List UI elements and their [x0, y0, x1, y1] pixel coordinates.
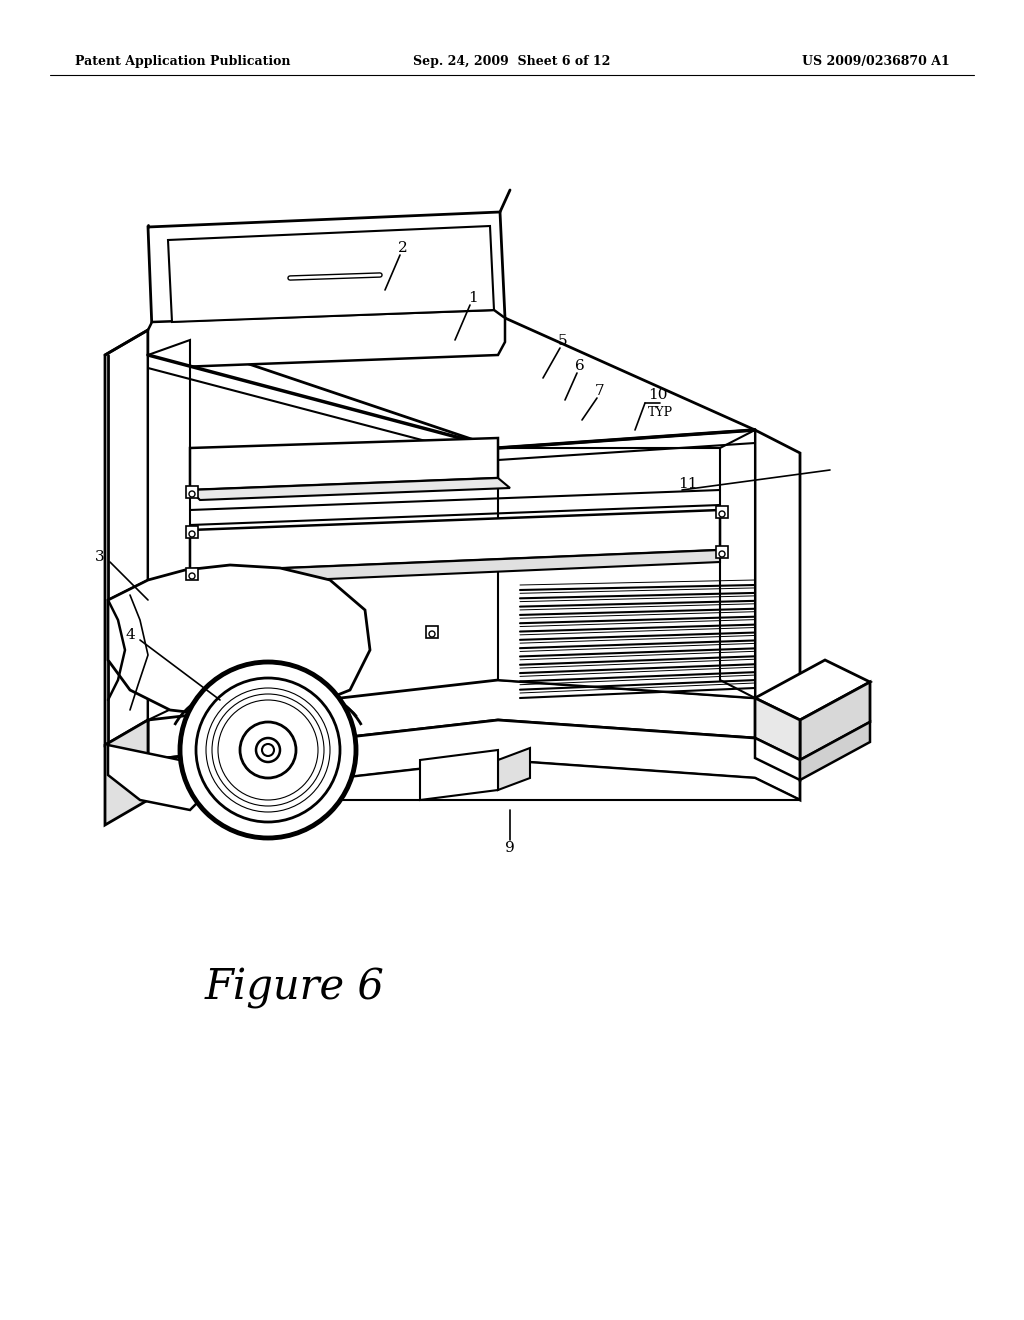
- Polygon shape: [148, 318, 755, 447]
- Polygon shape: [420, 750, 498, 800]
- Circle shape: [719, 511, 725, 517]
- Polygon shape: [755, 738, 800, 780]
- Circle shape: [429, 631, 435, 638]
- Text: Sep. 24, 2009  Sheet 6 of 12: Sep. 24, 2009 Sheet 6 of 12: [414, 55, 610, 69]
- Text: 10: 10: [648, 388, 668, 403]
- Polygon shape: [148, 341, 190, 719]
- Circle shape: [200, 682, 336, 818]
- Circle shape: [189, 491, 195, 498]
- Circle shape: [256, 738, 280, 762]
- Circle shape: [189, 531, 195, 537]
- Circle shape: [262, 744, 274, 756]
- Polygon shape: [148, 680, 800, 760]
- Polygon shape: [800, 682, 870, 760]
- Bar: [716, 546, 728, 558]
- Bar: [186, 525, 198, 539]
- Polygon shape: [148, 719, 800, 800]
- Circle shape: [180, 663, 356, 838]
- Polygon shape: [755, 698, 800, 760]
- Text: US 2009/0236870 A1: US 2009/0236870 A1: [802, 55, 950, 69]
- Polygon shape: [190, 438, 498, 490]
- Text: 5: 5: [558, 334, 568, 348]
- Polygon shape: [168, 226, 494, 322]
- Circle shape: [189, 573, 195, 579]
- Polygon shape: [148, 310, 505, 368]
- Text: 1: 1: [468, 290, 478, 305]
- Polygon shape: [108, 744, 210, 810]
- Text: TYP: TYP: [647, 405, 673, 418]
- Text: 11: 11: [678, 477, 697, 491]
- Polygon shape: [105, 330, 148, 744]
- Circle shape: [240, 722, 296, 777]
- Polygon shape: [755, 660, 870, 719]
- Text: Patent Application Publication: Patent Application Publication: [75, 55, 291, 69]
- Text: 2: 2: [398, 242, 408, 255]
- Polygon shape: [148, 213, 505, 330]
- Text: 7: 7: [595, 384, 605, 399]
- Text: 4: 4: [125, 628, 135, 642]
- Text: 9: 9: [505, 841, 515, 855]
- Polygon shape: [720, 430, 755, 698]
- Circle shape: [719, 550, 725, 557]
- Text: 3: 3: [95, 550, 105, 564]
- Circle shape: [196, 678, 340, 822]
- Polygon shape: [190, 478, 510, 500]
- Polygon shape: [148, 760, 800, 800]
- Text: Figure 6: Figure 6: [205, 968, 385, 1008]
- Polygon shape: [800, 722, 870, 780]
- Bar: [186, 568, 198, 579]
- Polygon shape: [190, 550, 720, 585]
- Polygon shape: [498, 447, 755, 698]
- Polygon shape: [108, 565, 370, 718]
- Polygon shape: [755, 430, 800, 719]
- Bar: [426, 626, 438, 638]
- Polygon shape: [498, 748, 530, 789]
- Polygon shape: [105, 719, 148, 825]
- Text: 6: 6: [575, 359, 585, 374]
- Polygon shape: [190, 510, 720, 572]
- Bar: [716, 506, 728, 517]
- Bar: [186, 486, 198, 498]
